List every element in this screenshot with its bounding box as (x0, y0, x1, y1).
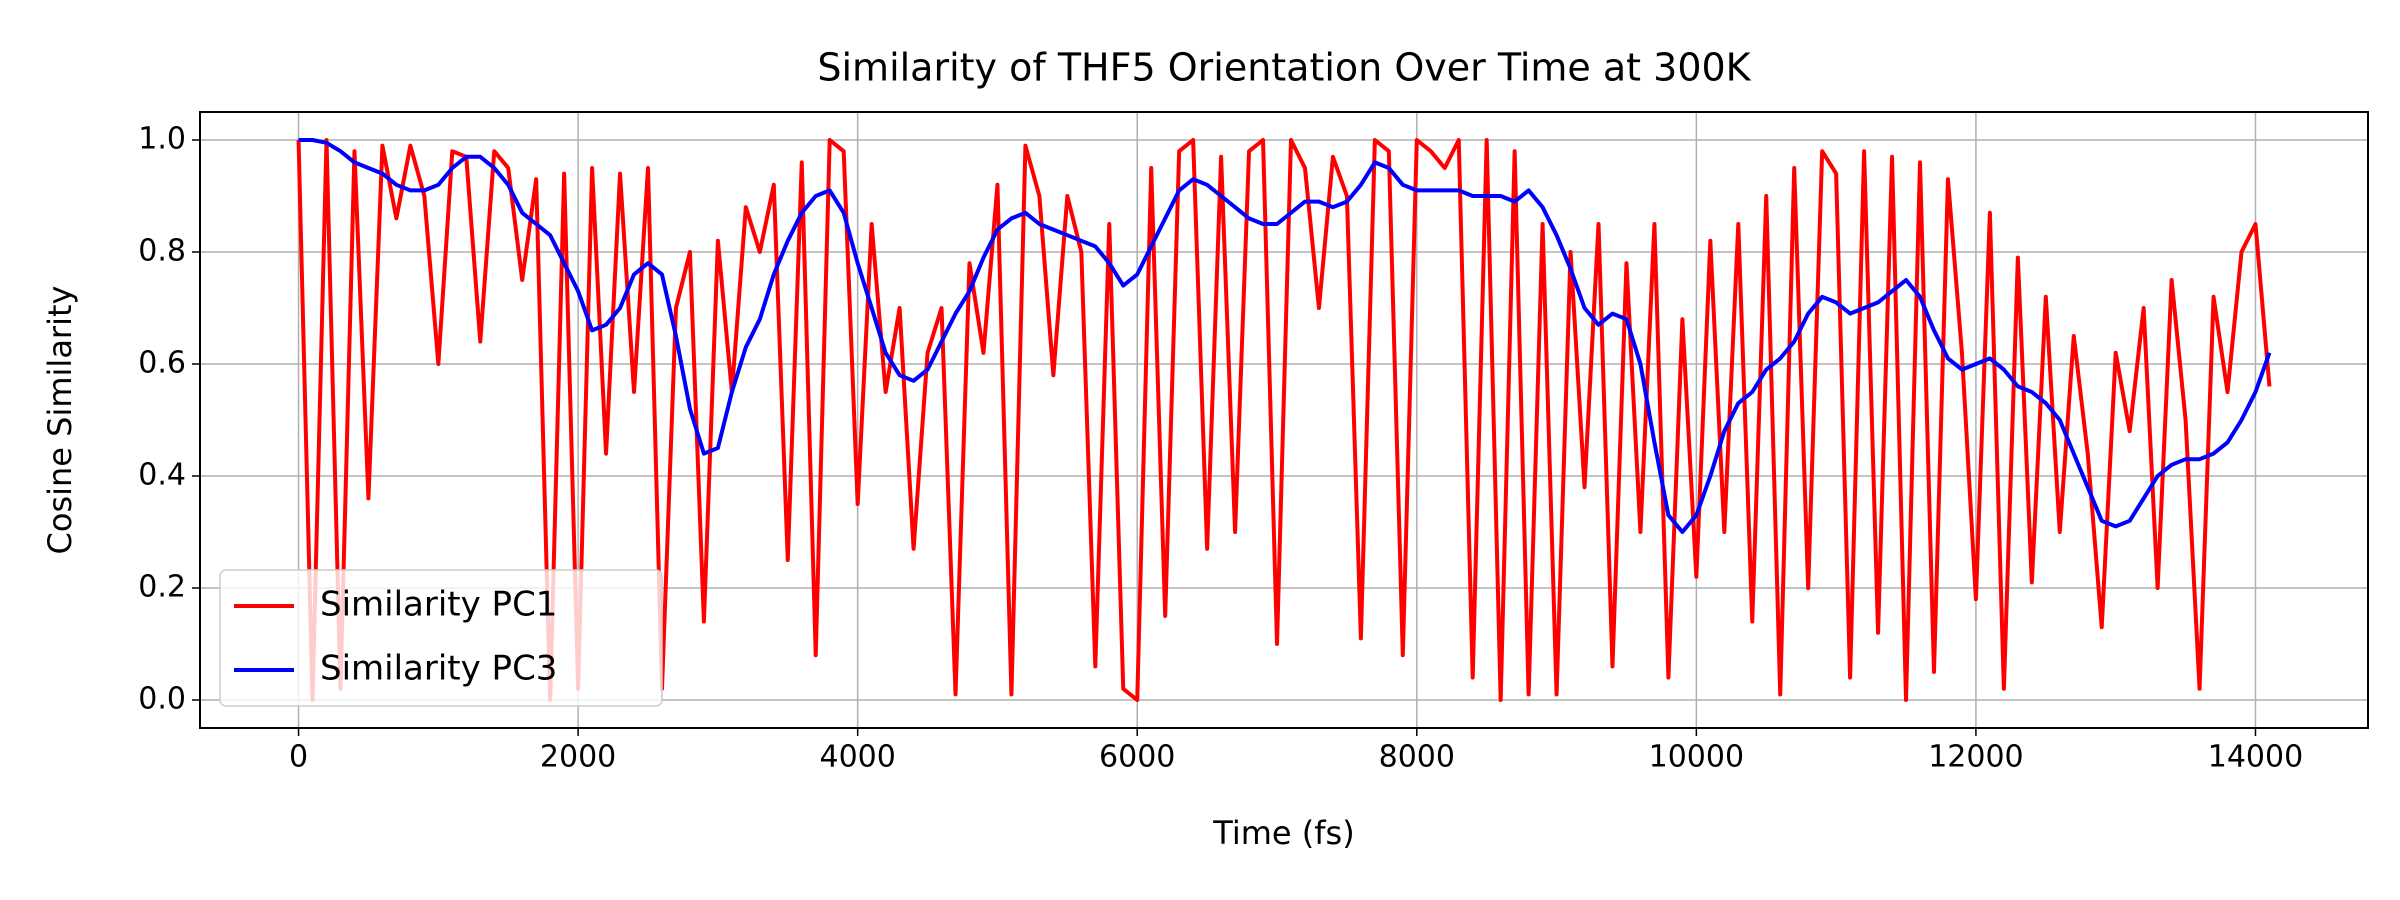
legend-label: Similarity PC1 (320, 585, 557, 625)
chart-title: Similarity of THF5 Orientation Over Time… (817, 46, 1751, 90)
x-tick-label: 10000 (1649, 740, 1744, 775)
y-tick-label: 1.0 (138, 122, 186, 157)
y-tick-label: 0.4 (138, 458, 186, 493)
x-tick-label: 12000 (1928, 740, 2023, 775)
y-tick-label: 0.0 (138, 682, 186, 717)
x-axis-label: Time (fs) (1212, 814, 1354, 852)
legend-box (219, 569, 663, 707)
x-tick-label: 2000 (540, 740, 616, 775)
y-axis-label: Cosine Similarity (41, 286, 79, 555)
y-tick-label: 0.6 (138, 346, 186, 381)
x-tick-label: 6000 (1099, 740, 1175, 775)
series-line (298, 138, 2272, 534)
series-line (296, 138, 2272, 702)
x-tick-label: 14000 (2208, 740, 2303, 775)
axes-frame (199, 111, 2369, 729)
y-tick-label: 0.8 (138, 234, 186, 269)
x-tick-label: 4000 (819, 740, 895, 775)
y-tick-label: 0.2 (138, 570, 186, 605)
legend-label: Similarity PC3 (320, 649, 557, 689)
x-tick-label: 8000 (1379, 740, 1455, 775)
x-tick-label: 0 (289, 740, 308, 775)
